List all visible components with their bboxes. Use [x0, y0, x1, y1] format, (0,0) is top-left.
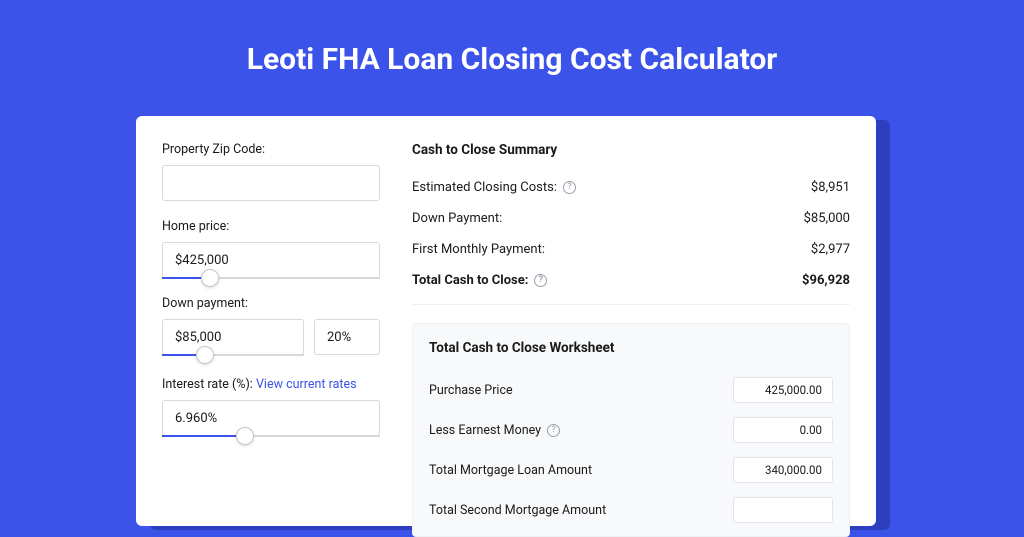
- summary-label: First Monthly Payment:: [412, 242, 545, 257]
- summary-total-value: $96,928: [802, 273, 850, 288]
- summary-total-label: Total Cash to Close:: [412, 273, 528, 288]
- down-payment-input[interactable]: [162, 319, 304, 355]
- help-icon[interactable]: ?: [547, 424, 560, 437]
- worksheet-value-input[interactable]: [733, 457, 833, 483]
- worksheet-label: Total Mortgage Loan Amount: [429, 463, 592, 478]
- zip-label: Property Zip Code:: [162, 142, 380, 157]
- summary-label: Estimated Closing Costs:: [412, 180, 557, 195]
- summary-value: $2,977: [811, 242, 850, 257]
- summary-label: Down Payment:: [412, 211, 502, 226]
- slider-thumb[interactable]: [196, 346, 214, 364]
- slider-thumb[interactable]: [236, 427, 254, 445]
- worksheet-label: Purchase Price: [429, 383, 513, 398]
- worksheet-row: Total Mortgage Loan Amount: [429, 450, 833, 490]
- slider-filled: [162, 435, 245, 437]
- summary-row: Down Payment: $85,000: [412, 203, 850, 234]
- worksheet-section: Total Cash to Close Worksheet Purchase P…: [412, 323, 850, 537]
- worksheet-value-input[interactable]: [733, 497, 833, 523]
- worksheet-row: Total Second Mortgage Amount: [429, 490, 833, 530]
- worksheet-value-input[interactable]: [733, 417, 833, 443]
- worksheet-label: Total Second Mortgage Amount: [429, 503, 606, 518]
- summary-value: $85,000: [804, 211, 850, 226]
- home-price-input[interactable]: [162, 242, 380, 278]
- help-icon[interactable]: ?: [563, 181, 576, 194]
- worksheet-row: Purchase Price: [429, 370, 833, 410]
- worksheet-title: Total Cash to Close Worksheet: [429, 340, 833, 356]
- view-rates-link[interactable]: View current rates: [256, 377, 357, 392]
- interest-rate-slider[interactable]: [162, 400, 380, 436]
- down-payment-pct-input[interactable]: [314, 319, 380, 355]
- worksheet-value-input[interactable]: [733, 377, 833, 403]
- worksheet-label: Less Earnest Money: [429, 423, 541, 438]
- down-payment-label: Down payment:: [162, 296, 380, 311]
- summary-value: $8,951: [811, 180, 850, 195]
- slider-thumb[interactable]: [201, 269, 219, 287]
- interest-rate-label: Interest rate (%): View current rates: [162, 377, 380, 392]
- worksheet-row: Less Earnest Money ?: [429, 410, 833, 450]
- down-payment-slider[interactable]: [162, 319, 304, 355]
- help-icon[interactable]: ?: [534, 274, 547, 287]
- input-column: Property Zip Code: Home price: Down paym…: [162, 142, 402, 526]
- summary-header: Cash to Close Summary: [412, 142, 850, 158]
- interest-label-text: Interest rate (%):: [162, 377, 253, 392]
- home-price-label: Home price:: [162, 219, 380, 234]
- results-column: Cash to Close Summary Estimated Closing …: [402, 142, 850, 526]
- summary-row: Estimated Closing Costs: ? $8,951: [412, 172, 850, 203]
- summary-section: Cash to Close Summary Estimated Closing …: [412, 142, 850, 305]
- page-title: Leoti FHA Loan Closing Cost Calculator: [0, 0, 1024, 105]
- calculator-card: Property Zip Code: Home price: Down paym…: [136, 116, 876, 526]
- zip-input[interactable]: [162, 165, 380, 201]
- summary-row: First Monthly Payment: $2,977: [412, 234, 850, 265]
- home-price-slider[interactable]: [162, 242, 380, 278]
- summary-total-row: Total Cash to Close: ? $96,928: [412, 265, 850, 296]
- interest-rate-input[interactable]: [162, 400, 380, 436]
